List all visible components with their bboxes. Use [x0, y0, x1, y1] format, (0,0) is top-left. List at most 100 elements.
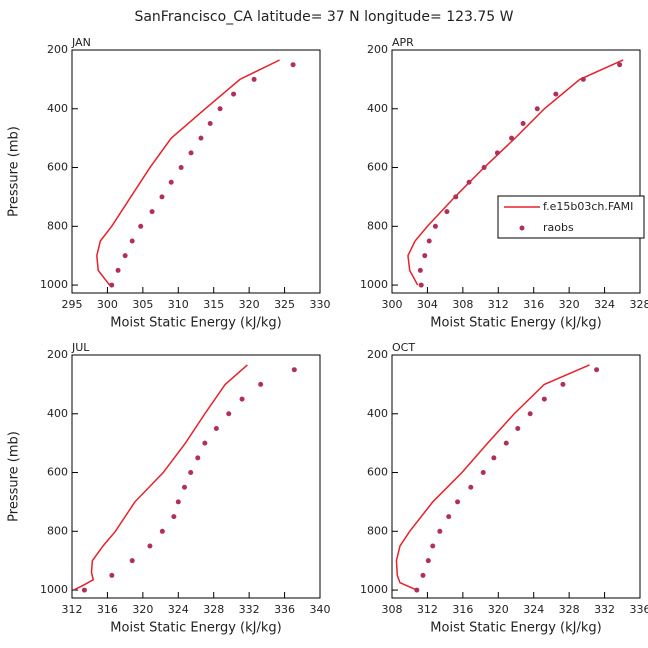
panel-label: JUL	[71, 341, 90, 354]
y-axis-label: Pressure (mb)	[7, 126, 22, 217]
line	[96, 59, 280, 286]
y-tick-label: 200	[367, 43, 388, 56]
point	[239, 396, 245, 402]
y-tick-label: 800	[47, 524, 68, 537]
point	[527, 411, 533, 417]
y-tick-label: 200	[47, 43, 68, 56]
x-tick-label: 330	[310, 298, 331, 311]
point	[188, 150, 194, 156]
point	[81, 587, 87, 593]
y-tick-label: 1000	[40, 583, 68, 596]
point	[515, 425, 521, 431]
x-tick-label: 312	[488, 298, 509, 311]
point	[560, 381, 566, 387]
panel-label: APR	[392, 36, 414, 49]
point	[213, 425, 219, 431]
y-tick-label: 600	[47, 466, 68, 479]
point	[468, 484, 474, 490]
legend-box	[497, 195, 645, 239]
y-tick-label: 600	[47, 161, 68, 174]
line	[395, 364, 590, 591]
x-tick-label: 295	[62, 298, 83, 311]
y-tick-label: 1000	[40, 278, 68, 291]
x-tick-label: 308	[452, 298, 473, 311]
y-tick-label: 400	[367, 102, 388, 115]
point	[226, 411, 232, 417]
point	[420, 572, 426, 578]
point	[444, 209, 450, 215]
x-tick-label: 312	[62, 603, 83, 616]
point	[480, 470, 486, 476]
x-tick-label: 320	[132, 603, 153, 616]
point	[207, 120, 213, 126]
x-tick-label: 328	[630, 298, 648, 311]
legend-label: f.e15b03ch.FAMI	[543, 200, 633, 213]
y-tick-label: 800	[47, 219, 68, 232]
x-tick-label: 300	[97, 298, 118, 311]
y-tick-label: 800	[367, 524, 388, 537]
point	[217, 106, 223, 112]
x-tick-label: 316	[97, 603, 118, 616]
x-tick-label: 336	[274, 603, 295, 616]
point	[594, 367, 600, 373]
point	[181, 484, 187, 490]
point	[455, 499, 461, 505]
y-tick-label: 400	[367, 407, 388, 420]
point	[251, 76, 257, 82]
point	[417, 267, 423, 273]
point	[422, 253, 428, 259]
line	[407, 59, 624, 286]
point	[534, 106, 540, 112]
point	[541, 396, 547, 402]
point	[425, 558, 431, 564]
point	[426, 238, 432, 244]
x-tick-label: 324	[594, 298, 615, 311]
y-tick-label: 600	[367, 161, 388, 174]
point	[109, 282, 115, 288]
y-tick-label: 800	[367, 219, 388, 232]
x-tick-label: 316	[452, 603, 473, 616]
point	[198, 135, 204, 141]
point	[453, 194, 459, 200]
x-tick-label: 320	[488, 603, 509, 616]
point	[129, 238, 135, 244]
point	[138, 223, 144, 229]
y-axis-label: Pressure (mb)	[7, 431, 22, 522]
point	[159, 528, 165, 534]
point	[291, 367, 297, 373]
point	[520, 120, 526, 126]
point	[432, 223, 438, 229]
point	[437, 528, 443, 534]
x-tick-label: 305	[132, 298, 153, 311]
x-tick-label: 328	[203, 603, 224, 616]
x-tick-label: 300	[382, 298, 403, 311]
point	[231, 91, 237, 97]
point	[466, 179, 472, 185]
y-tick-label: 400	[47, 102, 68, 115]
point	[175, 499, 181, 505]
point	[290, 62, 296, 68]
legend-swatch	[519, 225, 525, 231]
y-tick-label: 400	[47, 407, 68, 420]
x-axis-label: Moist Static Energy (kJ/kg)	[110, 316, 281, 331]
x-axis-label: Moist Static Energy (kJ/kg)	[430, 316, 601, 331]
point	[195, 455, 201, 461]
y-tick-label: 600	[367, 466, 388, 479]
point	[258, 381, 264, 387]
point	[414, 587, 420, 593]
point	[430, 543, 436, 549]
y-tick-label: 1000	[360, 583, 388, 596]
point	[503, 440, 509, 446]
x-tick-label: 320	[559, 298, 580, 311]
x-tick-label: 340	[310, 603, 331, 616]
x-tick-label: 304	[417, 298, 438, 311]
x-tick-label: 324	[168, 603, 189, 616]
y-tick-label: 200	[47, 348, 68, 361]
point	[122, 253, 128, 259]
x-tick-label: 336	[630, 603, 648, 616]
point	[188, 470, 194, 476]
x-tick-label: 332	[594, 603, 615, 616]
y-tick-label: 200	[367, 348, 388, 361]
panel-label: JAN	[71, 36, 91, 49]
